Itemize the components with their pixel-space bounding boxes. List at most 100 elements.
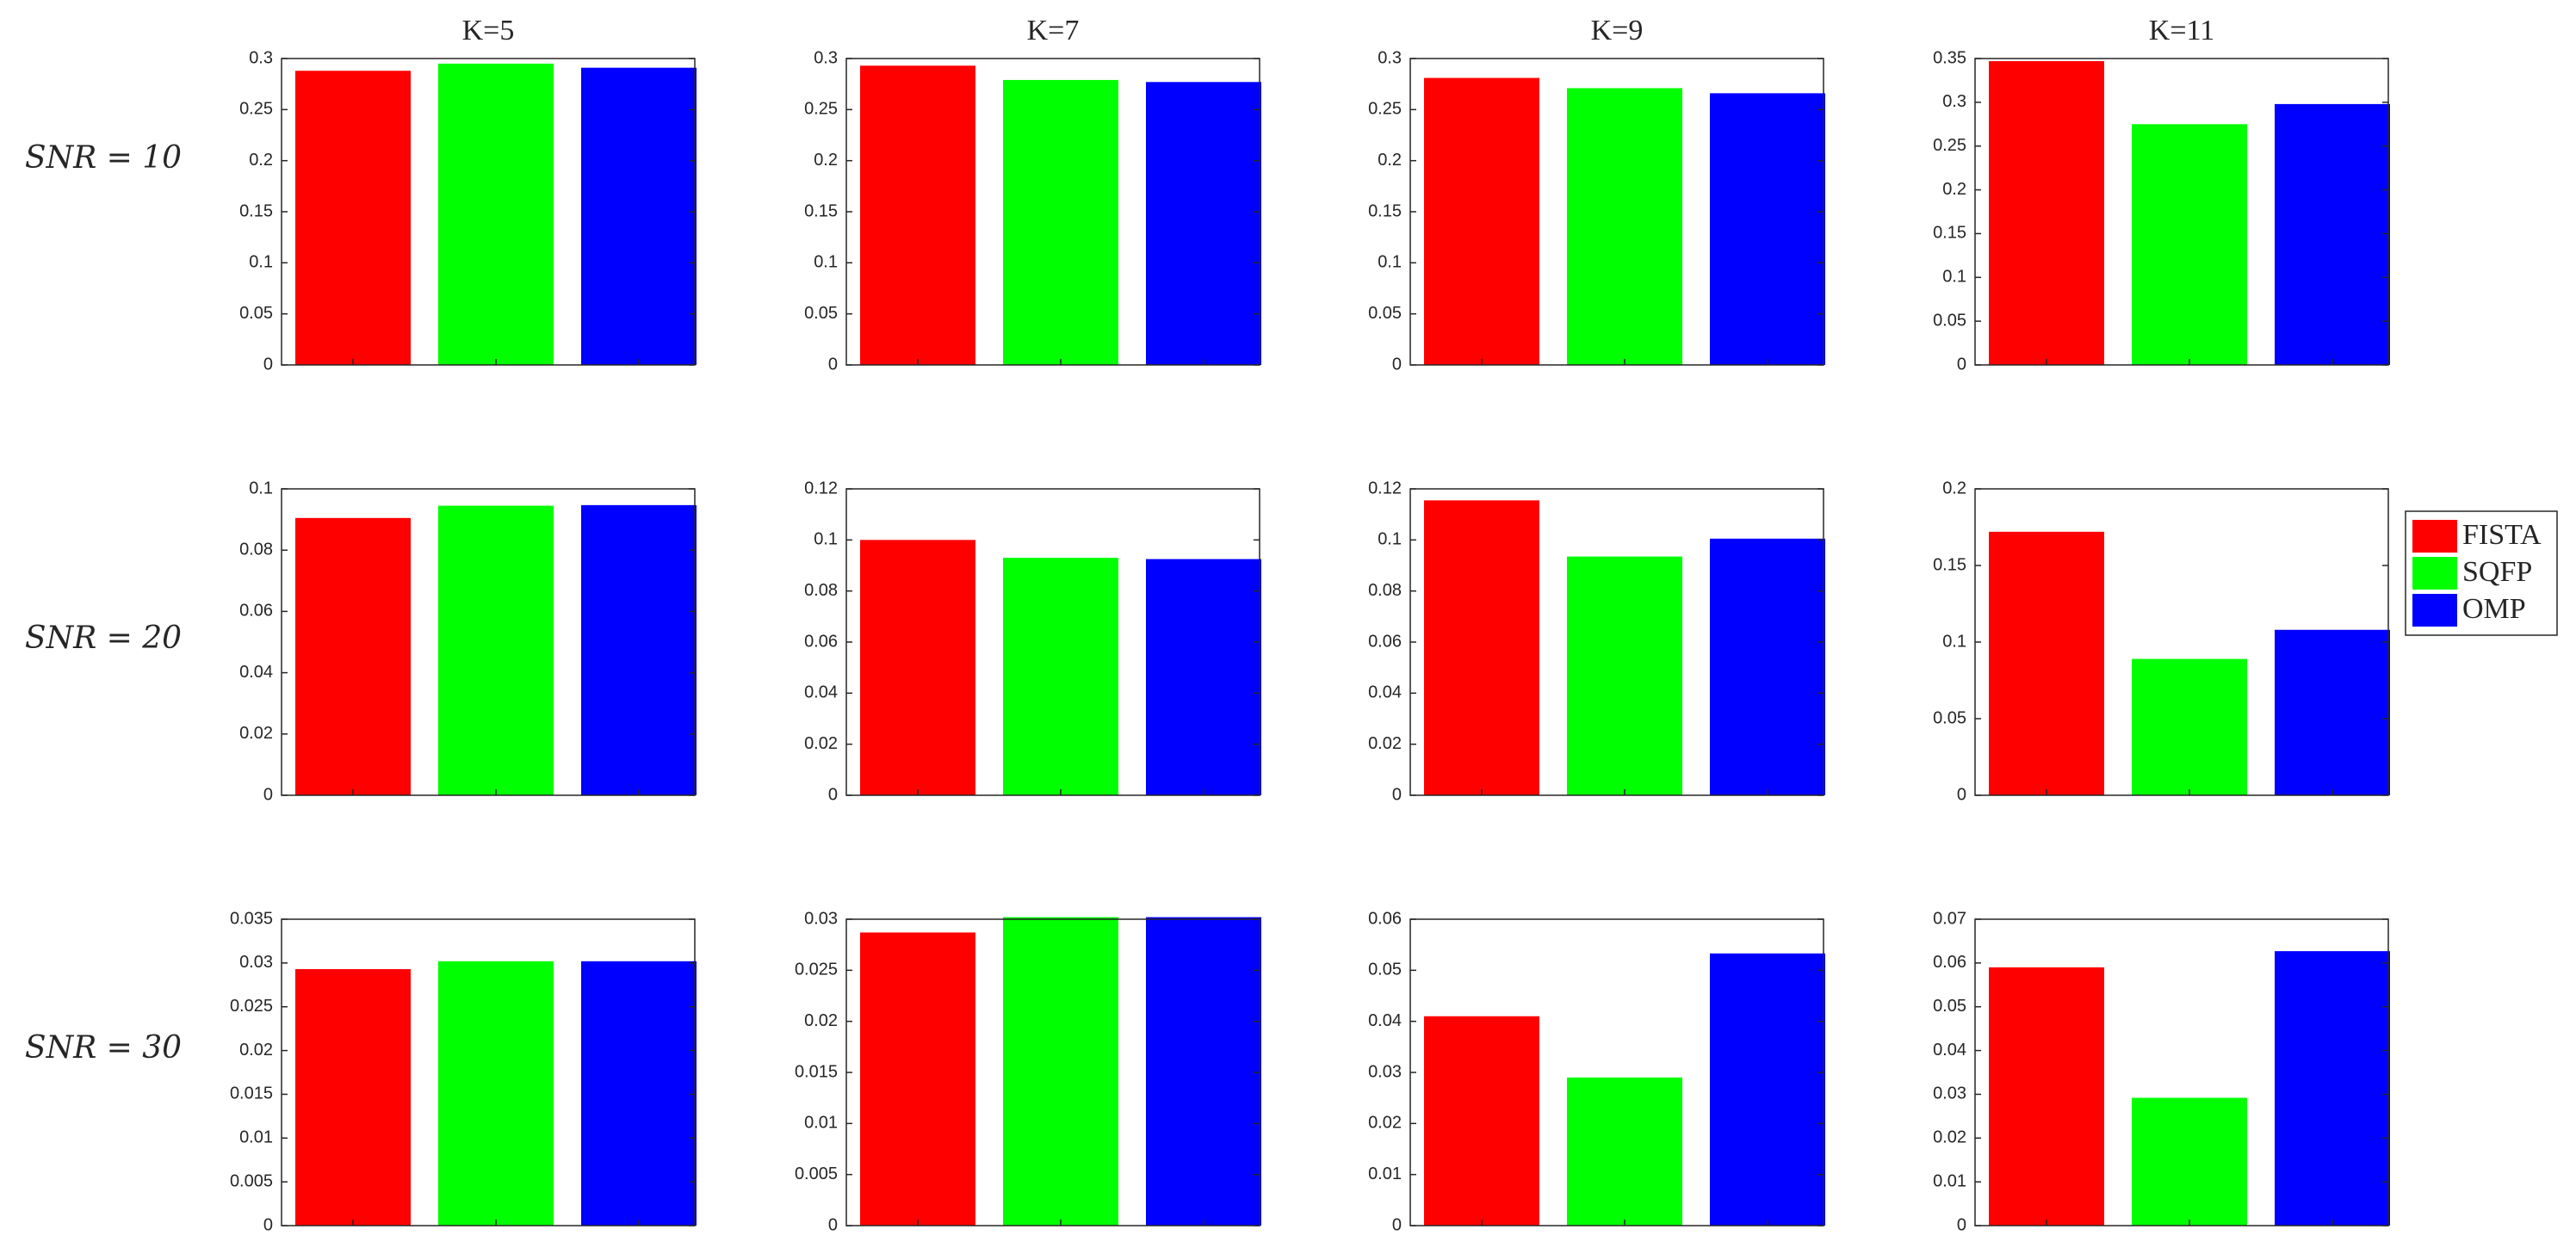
y-tick-label: 0.025	[230, 997, 273, 1016]
bar-fista	[860, 540, 975, 795]
bar-fista	[1424, 500, 1539, 795]
y-tick-label: 0.04	[1368, 1011, 1402, 1030]
y-tick-label: 0.15	[1368, 201, 1402, 220]
y-tick-label: 0.35	[1933, 48, 1966, 67]
bar-fista	[860, 65, 975, 365]
y-tick-label: 0.3	[1942, 92, 1966, 111]
y-tick-label: 0	[828, 355, 838, 374]
y-tick-label: 0.2	[814, 151, 838, 170]
y-tick-label: 0.03	[1368, 1062, 1402, 1081]
y-tick-label: 0.05	[1368, 304, 1402, 323]
axes-box	[281, 488, 696, 796]
y-tick-label: 0.05	[1933, 708, 1966, 727]
y-tick-label: 0.03	[1933, 1084, 1966, 1103]
bar-sqfp	[1567, 1077, 1682, 1226]
y-tick-label: 0	[263, 785, 273, 804]
bar-sqfp	[2132, 1097, 2247, 1226]
legend-label-sqfp: SQFP	[2462, 556, 2532, 588]
y-tick-label: 0	[1957, 355, 1966, 374]
y-tick-label: 0.035	[230, 909, 273, 928]
chart-panel: 0 0.05 0.1 0.15 0.2 0.25 0.3	[1368, 48, 1825, 374]
y-tick-label: 0	[1392, 355, 1402, 374]
chart-panel: 0 0.02 0.04 0.06 0.08 0.1 0.12	[1368, 479, 1825, 804]
y-tick-label: 0.1	[249, 479, 273, 497]
bar-sqfp	[2132, 658, 2247, 795]
y-tick-label: 0.1	[814, 253, 838, 272]
y-tick-label: 0.005	[230, 1171, 273, 1190]
column-title: K=11	[2149, 15, 2214, 46]
bar-fista	[1424, 1016, 1539, 1226]
bar-sqfp	[1003, 917, 1118, 1226]
axes-box	[1974, 918, 2389, 1226]
y-tick-label: 0.025	[795, 961, 838, 979]
chart-panel: 0 0.05 0.1 0.15 0.2 0.25 0.3 0.35	[1933, 48, 2390, 374]
y-tick-label: 0	[263, 355, 273, 374]
bar-sqfp	[438, 63, 554, 365]
bar-omp	[1710, 538, 1825, 795]
bar-sqfp	[1567, 88, 1682, 365]
y-tick-label: 0.1	[249, 253, 273, 272]
bar-omp	[1146, 82, 1261, 365]
legend-swatch-sqfp	[2412, 557, 2457, 590]
bar-omp	[2275, 629, 2390, 795]
y-tick-label: 0.02	[1933, 1128, 1966, 1147]
y-tick-label: 0.06	[1933, 953, 1966, 972]
bar-fista	[1424, 77, 1539, 366]
legend-label-omp: OMP	[2462, 593, 2526, 625]
chart-panel: 0 0.02 0.04 0.06 0.08 0.1 0.12	[804, 479, 1261, 804]
bar-omp	[581, 67, 697, 366]
bar-sqfp	[438, 961, 554, 1226]
legend-swatch-omp	[2412, 594, 2457, 627]
y-tick-label: 0.1	[1378, 253, 1402, 272]
y-tick-label: 0.15	[1933, 555, 1966, 574]
bar-fista	[1989, 531, 2104, 795]
row-labels: SNR = 10 SNR = 20 SNR = 30	[25, 140, 182, 1066]
y-tick-label: 0.04	[804, 683, 838, 702]
bar-omp	[1710, 93, 1825, 365]
y-tick-label: 0.25	[239, 100, 273, 119]
bar-fista	[295, 71, 411, 366]
y-tick-label: 0.2	[249, 151, 273, 170]
y-tick-label: 0.05	[804, 304, 838, 323]
y-tick-label: 0.05	[1368, 961, 1402, 979]
y-tick-label: 0.08	[239, 540, 273, 559]
y-tick-label: 0.005	[795, 1165, 838, 1183]
chart-panel: 0 0.01 0.02 0.03 0.04 0.05 0.06 0.07	[1933, 909, 2390, 1234]
y-tick-label: 0.3	[814, 48, 838, 67]
legend: FISTA SQFP OMP	[2405, 510, 2558, 636]
y-tick-label: 0.15	[804, 201, 838, 220]
y-tick-label: 0	[263, 1215, 273, 1234]
y-tick-label: 0	[828, 1215, 838, 1234]
bar-sqfp	[1003, 558, 1118, 795]
y-tick-label: 0.3	[249, 48, 273, 67]
bar-omp	[581, 504, 697, 795]
bar-fista	[295, 968, 411, 1226]
y-tick-label: 0.06	[1368, 909, 1402, 928]
column-title: K=5	[462, 15, 515, 46]
row-label: SNR = 30	[25, 1030, 182, 1066]
y-tick-label: 0	[1392, 1215, 1402, 1234]
bar-sqfp	[1003, 79, 1118, 366]
bar-sqfp	[438, 505, 554, 795]
bar-fista	[860, 932, 975, 1226]
chart-panel: 0 0.05 0.1 0.15 0.2 0.25 0.3	[804, 48, 1261, 374]
bar-sqfp	[1567, 556, 1682, 795]
y-tick-label: 0.08	[804, 581, 838, 600]
chart-panel: 0 0.05 0.1 0.15 0.2 0.25 0.3	[239, 48, 697, 374]
y-tick-label: 0.02	[804, 734, 838, 753]
chart-panel: 0 0.05 0.1 0.15 0.2	[1933, 479, 2390, 804]
y-tick-label: 0.15	[239, 201, 273, 220]
y-tick-label: 0.3	[1378, 48, 1402, 67]
y-tick-label: 0.2	[1942, 479, 1966, 497]
y-tick-label: 0	[828, 785, 838, 804]
y-tick-label: 0.06	[1368, 632, 1402, 651]
bar-fista	[1989, 61, 2104, 366]
chart-panel: 0 0.005 0.01 0.015 0.02 0.025 0.03 0.035	[230, 909, 697, 1234]
y-tick-label: 0.015	[230, 1084, 273, 1103]
chart-panel: 0 0.02 0.04 0.06 0.08 0.1	[239, 479, 697, 804]
y-tick-label: 0	[1392, 785, 1402, 804]
bar-omp	[2275, 103, 2390, 366]
y-tick-label: 0.05	[239, 304, 273, 323]
y-tick-label: 0.1	[1378, 530, 1402, 549]
